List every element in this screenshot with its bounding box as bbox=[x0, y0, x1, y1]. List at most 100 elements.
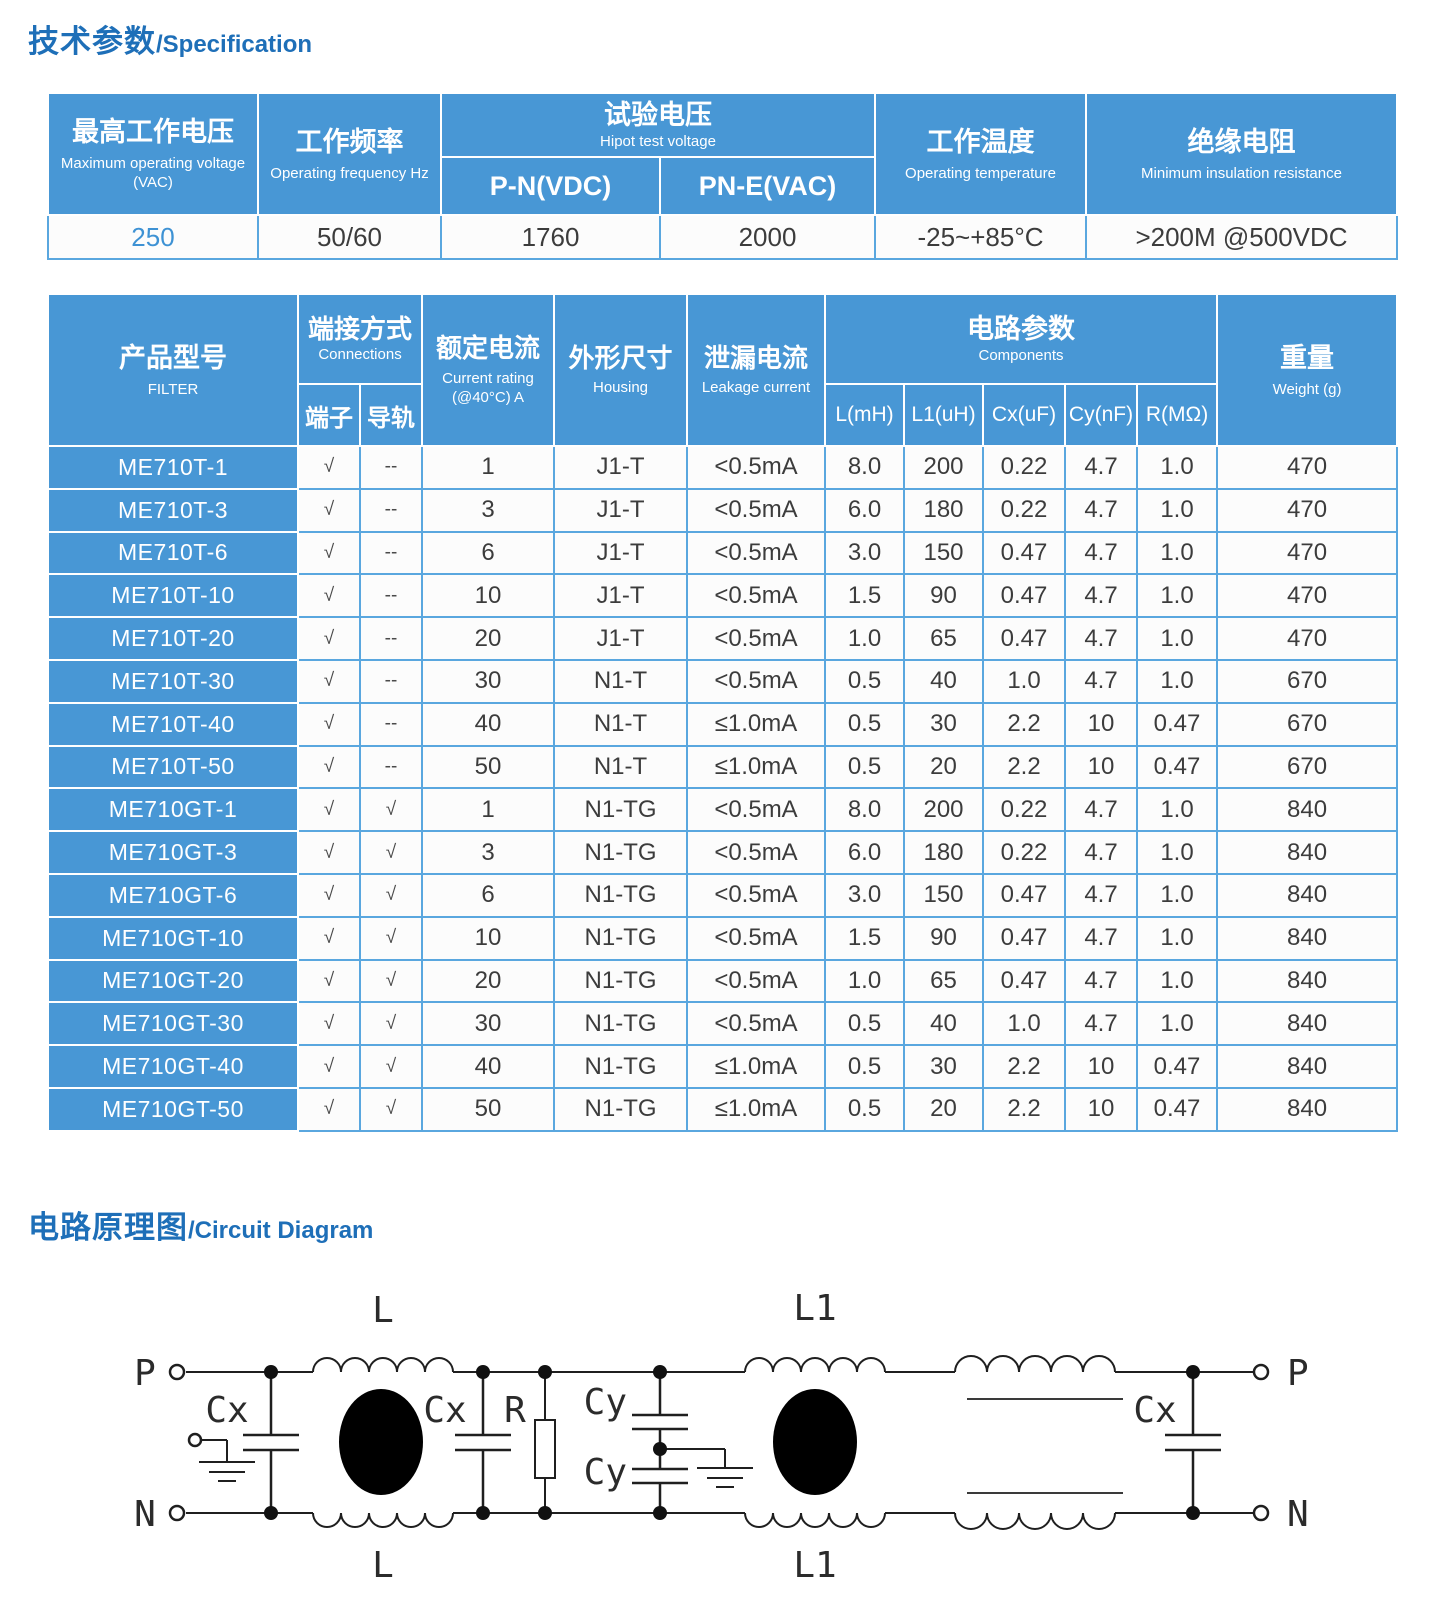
cell-l1-uh: 65 bbox=[903, 616, 985, 661]
ground-symbol-input bbox=[187, 1432, 255, 1482]
section-title-specification: 技术参数/Specification bbox=[28, 16, 312, 61]
filter-row: ME710GT-50 √ √ 50 N1-TG ≤1.0mA 0.5 20 2.2 10 0.47 8… bbox=[47, 1086, 1399, 1132]
filter-row: ME710T-10 √ -- 10 J1-T <0.5mA 1.5 90 0.47 4.7 1.0 4… bbox=[47, 573, 1399, 619]
cell-l1-uh: 200 bbox=[903, 445, 985, 490]
cell-terminal-check: √ bbox=[297, 658, 361, 704]
cell-r-mohm: 1.0 bbox=[1136, 445, 1219, 490]
cell-housing: N1-TG bbox=[553, 1044, 689, 1089]
cell-housing: N1-TG bbox=[553, 787, 689, 833]
winding-bottom bbox=[312, 1512, 454, 1528]
header-leakage: 泄漏电流 Leakage current bbox=[686, 293, 827, 447]
header-zh: 产品型号 bbox=[119, 342, 227, 373]
cell-cy-nf: 10 bbox=[1064, 1086, 1139, 1132]
header-l1-uh: L1(uH) bbox=[903, 383, 985, 447]
filter-row: ME710GT-30 √ √ 30 N1-TG <0.5mA 0.5 40 1.0 4.7 1.0 8… bbox=[47, 1001, 1399, 1047]
resistor-r: R bbox=[504, 1372, 556, 1513]
header-housing: 外形尺寸 Housing bbox=[553, 293, 689, 447]
cell-l1-uh: 20 bbox=[903, 744, 985, 790]
cell-cx-uf: 1.0 bbox=[982, 658, 1067, 704]
header-l-mh: L(mH) bbox=[824, 383, 906, 447]
value-temperature: -25~+85°C bbox=[874, 214, 1087, 260]
cell-cx-uf: 0.22 bbox=[982, 445, 1067, 490]
filter-row: ME710T-30 √ -- 30 N1-T <0.5mA 0.5 40 1.0 4.7 1.0 67… bbox=[47, 658, 1399, 704]
cell-weight: 840 bbox=[1216, 958, 1399, 1004]
terminal-p-output: P′ bbox=[1252, 1353, 1315, 1394]
cell-housing: J1-T bbox=[553, 573, 689, 619]
filter-row: ME710GT-10 √ √ 10 N1-TG <0.5mA 1.5 90 0.47 4.7 1.0… bbox=[47, 915, 1399, 961]
cell-cy-nf: 10 bbox=[1064, 1044, 1139, 1089]
cell-cx-uf: 2.2 bbox=[982, 1044, 1067, 1089]
cell-weight: 470 bbox=[1216, 530, 1399, 576]
cell-cx-uf: 0.22 bbox=[982, 487, 1067, 533]
header-en: Connections bbox=[318, 345, 402, 363]
cell-housing: J1-T bbox=[553, 530, 689, 576]
cell-rail-check: -- bbox=[358, 530, 424, 576]
cell-rail-check: -- bbox=[358, 573, 424, 619]
cell-l-mh: 8.0 bbox=[824, 445, 906, 490]
cell-cy-nf: 4.7 bbox=[1064, 530, 1139, 576]
cell-cx-uf: 0.47 bbox=[982, 573, 1067, 619]
cell-housing: N1-TG bbox=[553, 915, 689, 961]
cell-current-rating: 1 bbox=[421, 787, 556, 833]
cell-r-mohm: 1.0 bbox=[1136, 830, 1219, 875]
header-cx-uf: Cx(uF) bbox=[982, 383, 1067, 447]
cell-cy-nf: 4.7 bbox=[1064, 487, 1139, 533]
cell-leakage-current: <0.5mA bbox=[686, 958, 827, 1004]
label-p-out: P′ bbox=[1287, 1353, 1315, 1394]
cell-model: ME710T-50 bbox=[47, 744, 299, 790]
header-en: Minimum insulation resistance bbox=[1141, 164, 1342, 182]
value-frequency: 50/60 bbox=[257, 214, 442, 260]
cell-leakage-current: <0.5mA bbox=[686, 445, 827, 490]
capacitor-cx2: Cx bbox=[423, 1372, 511, 1513]
cell-l-mh: 6.0 bbox=[824, 487, 906, 533]
winding-top bbox=[744, 1357, 886, 1373]
cell-l1-uh: 180 bbox=[903, 830, 985, 875]
cell-terminal-check: √ bbox=[297, 915, 361, 961]
title-zh: 电路原理图 bbox=[28, 1210, 188, 1245]
cell-r-mohm: 1.0 bbox=[1136, 658, 1219, 704]
header-r-mohm: R(MΩ) bbox=[1136, 383, 1219, 447]
junction-dot bbox=[264, 1365, 278, 1379]
junction-dot bbox=[653, 1442, 667, 1456]
cell-leakage-current: <0.5mA bbox=[686, 616, 827, 661]
cell-leakage-current: ≤1.0mA bbox=[686, 1044, 827, 1089]
cell-cy-nf: 10 bbox=[1064, 744, 1139, 790]
junction-dot bbox=[264, 1506, 278, 1520]
capacitor-cy-pair: Cy Cy bbox=[584, 1372, 688, 1513]
header-components-group: 电路参数 Components bbox=[824, 293, 1219, 385]
cell-leakage-current: <0.5mA bbox=[686, 830, 827, 875]
header-cy-nf: Cy(nF) bbox=[1064, 383, 1139, 447]
cell-weight: 840 bbox=[1216, 830, 1399, 875]
header-weight: 重量 Weight (g) bbox=[1216, 293, 1399, 447]
cell-l1-uh: 90 bbox=[903, 573, 985, 619]
header-zh: 试验电压 bbox=[604, 100, 712, 131]
cell-r-mohm: 1.0 bbox=[1136, 530, 1219, 576]
label-l: L bbox=[372, 1545, 394, 1586]
cell-terminal-check: √ bbox=[297, 1086, 361, 1132]
cell-cy-nf: 4.7 bbox=[1064, 915, 1139, 961]
cell-r-mohm: 1.0 bbox=[1136, 573, 1219, 619]
cell-housing: N1-T bbox=[553, 658, 689, 704]
cell-rail-check: -- bbox=[358, 744, 424, 790]
terminal-p-input: P bbox=[134, 1353, 186, 1394]
header-en: Leakage current bbox=[701, 379, 811, 397]
cell-l-mh: 3.0 bbox=[824, 530, 906, 576]
cell-model: ME710T-20 bbox=[47, 616, 299, 661]
cell-weight: 470 bbox=[1216, 487, 1399, 533]
cell-housing: N1-TG bbox=[553, 830, 689, 875]
cell-rail-check: √ bbox=[358, 1086, 424, 1132]
cell-leakage-current: <0.5mA bbox=[686, 658, 827, 704]
cell-weight: 470 bbox=[1216, 445, 1399, 490]
cell-r-mohm: 1.0 bbox=[1136, 787, 1219, 833]
value-max-voltage: 250 bbox=[47, 214, 259, 260]
value-insulation: >200M @500VDC bbox=[1085, 214, 1398, 260]
cell-current-rating: 10 bbox=[421, 915, 556, 961]
cell-weight: 840 bbox=[1216, 872, 1399, 918]
choke-l1-section-b bbox=[954, 1355, 1123, 1530]
title-zh: 技术参数 bbox=[28, 24, 156, 59]
cell-cx-uf: 0.47 bbox=[982, 915, 1067, 961]
cell-r-mohm: 1.0 bbox=[1136, 616, 1219, 661]
capacitor-cx1: Cx bbox=[205, 1372, 299, 1513]
section-title-circuit-diagram: 电路原理图/Circuit Diagram bbox=[28, 1202, 373, 1247]
